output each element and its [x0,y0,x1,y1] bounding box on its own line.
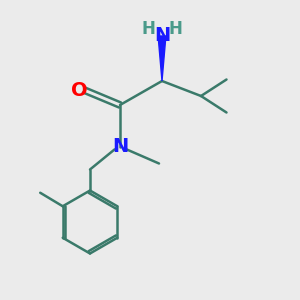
Text: H: H [169,20,182,38]
Polygon shape [158,36,166,81]
Text: H: H [142,20,155,38]
Text: N: N [112,137,128,157]
Text: O: O [71,80,88,100]
Text: N: N [154,26,170,45]
